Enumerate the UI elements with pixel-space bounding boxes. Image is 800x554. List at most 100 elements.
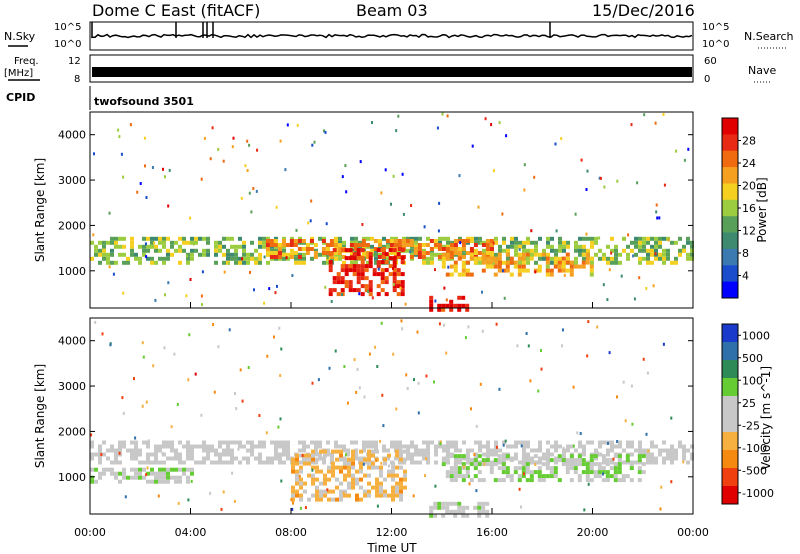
data-cell — [586, 354, 589, 358]
data-cell — [662, 456, 666, 461]
data-cell — [597, 474, 602, 479]
data-cell — [206, 236, 210, 241]
data-cell — [438, 201, 441, 205]
data-cell — [130, 467, 134, 472]
data-cell — [405, 239, 410, 243]
data-cell — [481, 329, 484, 333]
data-cell — [402, 460, 406, 465]
data-cell — [324, 285, 327, 289]
colorbar-tick-label: 28 — [742, 135, 756, 148]
data-cell — [269, 239, 274, 243]
freq-tick-top: 12 — [68, 56, 81, 67]
data-cell — [368, 288, 373, 293]
data-cell — [144, 164, 146, 168]
colorbar-segment — [722, 396, 738, 415]
data-cell — [114, 260, 118, 265]
data-cell — [342, 444, 346, 449]
data-cell — [403, 449, 407, 454]
data-cell — [238, 444, 242, 449]
nsky-tick-top: 10^5 — [54, 22, 81, 33]
data-cell — [445, 474, 450, 479]
data-cell — [305, 243, 310, 247]
data-cell — [642, 240, 646, 245]
data-cell — [439, 442, 442, 446]
data-cell — [282, 460, 286, 465]
data-cell — [382, 424, 385, 428]
data-cell — [454, 448, 458, 453]
data-cell — [453, 303, 458, 308]
data-cell — [327, 469, 331, 474]
data-cell — [662, 342, 665, 346]
data-cell — [190, 444, 194, 449]
data-cell — [437, 247, 442, 251]
y-tick-label: 2000 — [58, 425, 86, 438]
data-cell — [158, 256, 162, 261]
data-cell — [328, 264, 333, 269]
data-cell — [311, 465, 315, 470]
data-cell — [622, 460, 626, 465]
data-cell — [670, 480, 673, 484]
data-cell — [263, 255, 266, 259]
data-cell — [170, 448, 174, 453]
data-cell — [569, 466, 574, 471]
nave-label: Nave — [748, 64, 776, 77]
data-cell — [321, 239, 326, 243]
data-cell — [141, 404, 144, 408]
data-cell — [354, 448, 358, 453]
data-cell — [333, 239, 338, 243]
data-cell — [613, 462, 618, 467]
data-cell — [222, 244, 226, 249]
data-cell — [146, 244, 150, 249]
data-cell — [118, 444, 122, 449]
data-cell — [565, 462, 570, 467]
data-cell — [379, 473, 383, 478]
data-cell — [445, 256, 450, 261]
data-cell — [690, 248, 694, 253]
data-cell — [356, 280, 361, 285]
data-cell — [374, 260, 378, 265]
data-cell — [410, 456, 414, 461]
data-cell — [158, 240, 162, 245]
data-cell — [496, 445, 498, 449]
data-cell — [534, 244, 538, 249]
data-cell — [342, 260, 346, 265]
data-cell — [449, 255, 454, 259]
data-cell — [438, 240, 442, 245]
data-cell — [453, 513, 458, 518]
data-cell — [344, 256, 349, 261]
data-cell — [637, 478, 642, 483]
data-cell — [114, 240, 118, 245]
data-cell — [570, 444, 574, 449]
data-cell — [326, 488, 329, 492]
data-cell — [506, 444, 510, 449]
data-cell — [558, 248, 562, 253]
data-cell — [142, 236, 146, 241]
data-cell — [311, 453, 315, 458]
data-cell — [162, 471, 166, 476]
data-cell — [350, 260, 354, 265]
data-cell — [106, 260, 110, 265]
data-cell — [658, 240, 662, 245]
data-cell — [449, 509, 454, 514]
data-cell — [327, 465, 331, 470]
data-cell — [158, 448, 162, 453]
data-cell — [399, 286, 402, 290]
data-cell — [686, 236, 690, 241]
data-cell — [396, 292, 401, 297]
data-cell — [485, 264, 490, 269]
data-cell — [303, 453, 307, 458]
data-cell — [382, 236, 386, 241]
data-cell — [446, 244, 450, 249]
data-cell — [654, 121, 657, 125]
data-cell — [646, 260, 650, 265]
data-cell — [258, 440, 262, 445]
data-cell — [449, 501, 454, 506]
data-cell — [162, 479, 166, 484]
data-cell — [423, 225, 426, 229]
data-cell — [214, 448, 218, 453]
data-cell — [343, 493, 347, 498]
data-cell — [102, 244, 106, 249]
data-cell — [134, 252, 138, 257]
data-cell — [277, 255, 282, 259]
data-cell — [494, 440, 498, 445]
